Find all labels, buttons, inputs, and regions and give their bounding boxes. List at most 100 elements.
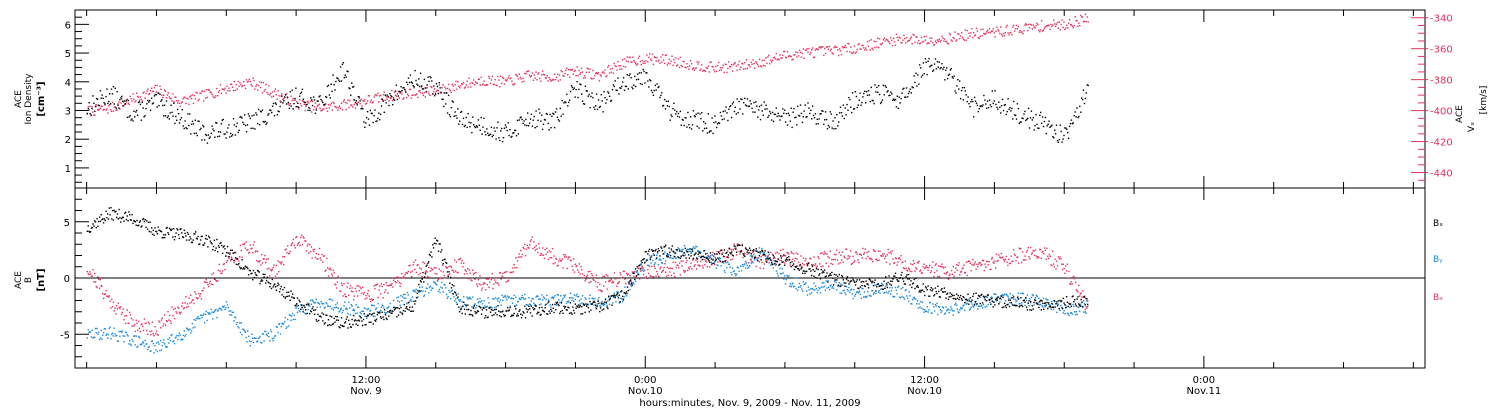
density-point xyxy=(1029,117,1032,119)
vx-point xyxy=(919,42,922,44)
by-point xyxy=(414,289,416,291)
density-point xyxy=(767,116,769,118)
vx-point xyxy=(285,93,288,95)
by-point xyxy=(114,333,116,335)
by-point xyxy=(502,296,505,298)
by-point xyxy=(429,285,431,287)
bz-point xyxy=(475,272,477,274)
density-point xyxy=(537,119,539,122)
by-point xyxy=(331,299,334,301)
density-point xyxy=(574,96,576,98)
vx-point xyxy=(230,83,232,86)
density-point xyxy=(669,119,671,121)
bz-point xyxy=(656,270,658,273)
bz-point xyxy=(1055,268,1057,270)
vx-point xyxy=(627,60,629,63)
bz-point xyxy=(134,330,137,333)
vx-point xyxy=(1021,31,1023,33)
bz-point xyxy=(785,260,787,262)
vx-point xyxy=(717,61,720,64)
vx-point xyxy=(767,56,769,58)
density-point xyxy=(757,109,760,111)
by-point xyxy=(235,323,238,326)
bx-point xyxy=(259,282,261,285)
bx-point xyxy=(107,213,109,215)
vx-point xyxy=(441,86,443,89)
by-point xyxy=(619,301,621,304)
vx-point xyxy=(287,103,290,105)
by-point xyxy=(544,304,546,306)
b-axis: 50-5 xyxy=(60,198,89,358)
by-point xyxy=(579,303,581,305)
density-point xyxy=(229,136,231,138)
by-point xyxy=(170,334,172,337)
bz-point xyxy=(366,297,368,299)
density-point xyxy=(1016,103,1019,105)
density-point xyxy=(933,63,936,65)
by-point xyxy=(577,296,579,298)
bz-point xyxy=(929,264,931,267)
vx-point xyxy=(385,96,387,98)
bz-point xyxy=(938,265,940,267)
bz-point xyxy=(729,248,731,250)
density-point xyxy=(99,90,102,92)
bz-point xyxy=(146,329,148,332)
vx-point xyxy=(698,61,700,63)
bz-point xyxy=(453,271,455,273)
vx-point xyxy=(914,41,916,44)
bz-point xyxy=(628,283,630,285)
vx-point xyxy=(770,61,773,63)
bz-point xyxy=(805,258,807,260)
bz-point xyxy=(347,282,349,284)
bz-point xyxy=(693,265,695,267)
by-point xyxy=(137,345,139,348)
density-point xyxy=(224,133,226,135)
bz-point xyxy=(183,307,185,309)
bz-point xyxy=(891,250,893,252)
bz-point xyxy=(1083,300,1085,302)
density-point xyxy=(678,116,681,118)
density-point xyxy=(1044,116,1047,119)
density-point xyxy=(702,130,704,132)
by-point xyxy=(326,303,328,305)
density-point xyxy=(319,95,321,97)
vx-point xyxy=(399,92,401,94)
bz-point xyxy=(727,256,730,259)
by-point xyxy=(561,299,563,301)
vx-point xyxy=(571,68,574,71)
density-point xyxy=(203,139,206,141)
vx-point xyxy=(882,39,885,41)
bz-point xyxy=(240,249,242,252)
by-point xyxy=(278,323,281,325)
by-point xyxy=(1021,292,1024,294)
by-point xyxy=(376,311,379,313)
density-point xyxy=(323,104,325,106)
by-point xyxy=(662,257,664,260)
bx-point xyxy=(159,229,161,232)
by-point xyxy=(1069,306,1071,309)
bz-point xyxy=(557,264,559,267)
vx-point xyxy=(176,102,179,104)
bz-point xyxy=(593,279,595,281)
bz-point xyxy=(984,263,986,265)
bz-point xyxy=(1030,246,1032,249)
bx-point xyxy=(261,279,263,281)
vx-point xyxy=(608,64,610,67)
vx-point xyxy=(842,47,844,49)
vx-point xyxy=(1077,25,1079,27)
by-point xyxy=(366,317,368,319)
vx-point xyxy=(449,90,452,92)
vx-point xyxy=(223,89,225,91)
density-point xyxy=(1017,107,1020,110)
by-point xyxy=(1080,305,1082,307)
density-point xyxy=(239,116,241,118)
vx-point xyxy=(954,31,956,33)
by-point xyxy=(257,337,260,339)
by-point xyxy=(151,340,153,342)
bz-point xyxy=(669,271,671,273)
by-point xyxy=(670,249,673,252)
density-point xyxy=(909,88,912,90)
bz-point xyxy=(443,274,445,277)
bz-point xyxy=(532,248,534,250)
vx-point xyxy=(278,95,280,97)
